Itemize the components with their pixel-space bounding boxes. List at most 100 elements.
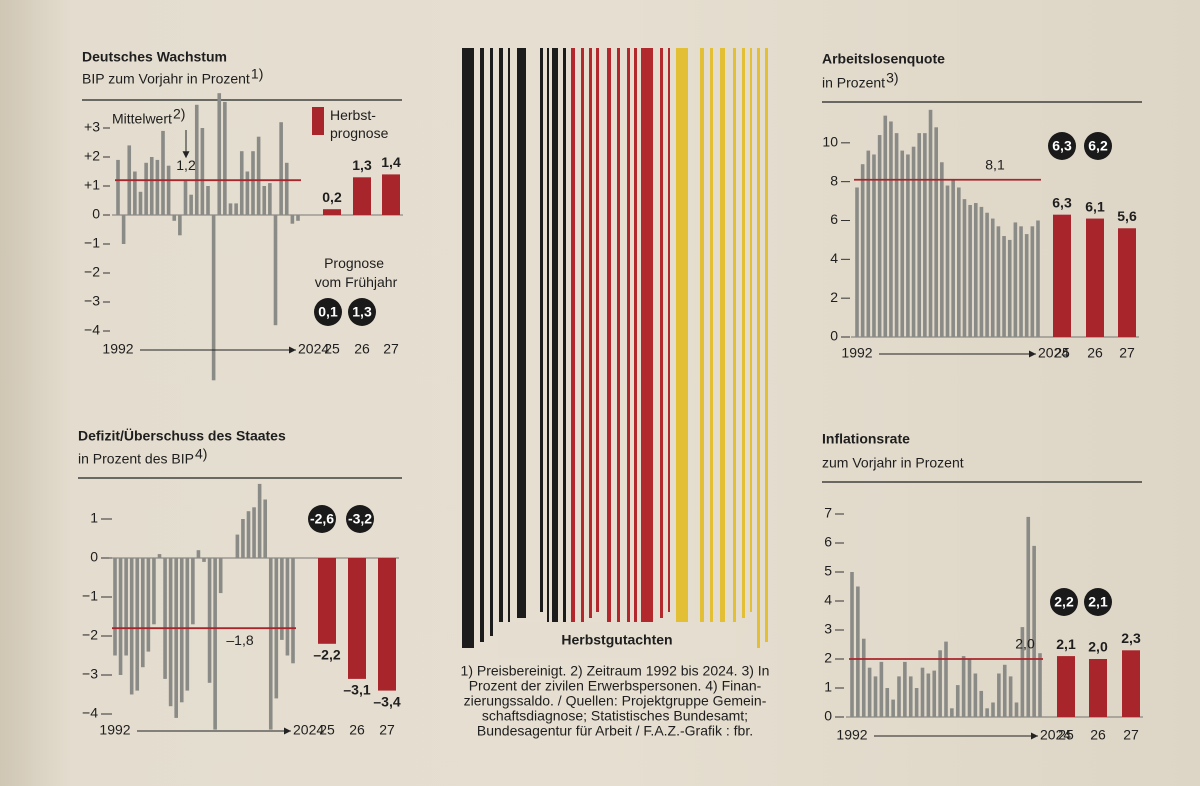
y-tick-label: −2: [82, 627, 98, 643]
bar: [928, 109, 933, 337]
bar: [285, 558, 290, 656]
y-tick-label: −3: [84, 293, 100, 309]
mean-name: Mittelwert: [112, 111, 172, 127]
x-tick-label: 27: [383, 341, 399, 357]
legend-label: Herbst-prognose: [330, 107, 389, 141]
bar: [196, 550, 201, 558]
value-label: 0,2: [322, 189, 342, 205]
flag-stripe: [676, 48, 688, 648]
value-label: 1,3: [352, 157, 372, 173]
y-tick-label: 0: [824, 708, 832, 724]
bar: [1013, 222, 1018, 337]
bar: [1089, 659, 1107, 717]
y-tick-label: 1: [824, 679, 832, 695]
bar: [284, 162, 289, 215]
flag-stripe: [668, 48, 670, 612]
y-tick-label: 8: [830, 172, 838, 188]
bar: [955, 685, 960, 717]
bar: [1008, 676, 1013, 717]
bar: [997, 673, 1001, 717]
bar: [979, 690, 984, 717]
spring-forecast-label: 2,1: [1088, 594, 1108, 610]
flag-stripe: [596, 48, 599, 612]
bar: [950, 708, 954, 717]
flag-stripe: [589, 48, 592, 618]
bar: [166, 165, 171, 215]
bar: [891, 699, 895, 717]
spring-forecast-label: 0,1: [318, 304, 338, 320]
y-tick-label: +1: [84, 177, 100, 193]
bar: [917, 133, 922, 337]
x-tick-label: 27: [1123, 727, 1139, 743]
bar: [256, 136, 261, 215]
bar: [973, 673, 978, 717]
x-tick-label: 2024: [298, 341, 329, 357]
bar: [985, 212, 989, 337]
value-label: 6,3: [1052, 194, 1072, 210]
bar: [1118, 228, 1136, 337]
bar: [206, 186, 210, 215]
flag-stripe: [571, 48, 575, 630]
flag-stripe: [733, 48, 736, 624]
bar: [113, 558, 117, 656]
y-tick-label: 0: [830, 328, 838, 344]
bar: [144, 162, 148, 215]
bar: [290, 215, 295, 224]
bar: [178, 215, 182, 236]
bar: [866, 150, 871, 337]
bar: [879, 661, 884, 717]
bar: [920, 667, 925, 717]
bar: [860, 164, 865, 337]
bar: [217, 93, 222, 215]
bar: [168, 558, 173, 707]
chart-subtitle: in Prozent des BIP: [78, 451, 194, 467]
bar: [161, 130, 165, 215]
value-label: 6,1: [1085, 198, 1105, 214]
bar: [1026, 516, 1031, 717]
y-tick-label: 2: [824, 650, 832, 666]
bar: [1057, 656, 1075, 717]
flag-stripe: [581, 48, 584, 624]
spring-forecast-badge: [308, 505, 336, 533]
bar: [894, 133, 899, 337]
x-tick-label: 26: [1090, 727, 1106, 743]
x-tick-label: 26: [1087, 345, 1103, 361]
bar: [885, 688, 890, 717]
bar: [897, 676, 901, 717]
bar: [207, 558, 212, 683]
bar: [234, 203, 238, 215]
bar: [245, 171, 250, 215]
bar: [155, 159, 160, 215]
x-tick-label: 2024: [293, 722, 324, 738]
flag-stripe: [480, 48, 484, 642]
value-label: 1,4: [381, 154, 401, 170]
x-tick-label: 25: [319, 722, 335, 738]
bar: [944, 641, 948, 717]
x-tick-label: 26: [354, 341, 370, 357]
flag-stripe: [757, 48, 760, 648]
y-tick-label: +3: [84, 119, 100, 135]
bar: [926, 673, 931, 717]
chart-subtitle: zum Vorjahr in Prozent: [822, 455, 964, 471]
x-tick-label: 27: [1119, 345, 1135, 361]
flag-stripe: [490, 48, 493, 636]
y-tick-label: 6: [824, 534, 832, 550]
flag-stripe: [641, 48, 653, 624]
bar: [223, 101, 227, 215]
value-label: –3,4: [373, 693, 400, 709]
bar: [957, 187, 961, 337]
footnote-marker: 2): [173, 106, 185, 122]
bar: [251, 151, 255, 215]
chart-subtitle: BIP zum Vorjahr in Prozent: [82, 71, 250, 87]
y-tick-label: 5: [824, 563, 832, 579]
bar: [239, 151, 244, 215]
bar: [985, 708, 989, 717]
flag-stripe: [720, 48, 725, 630]
bar: [213, 558, 217, 730]
y-tick-label: 2: [830, 289, 838, 305]
flag-stripe: [517, 48, 526, 618]
flag-stripe: [563, 48, 566, 636]
arrow-head: [284, 727, 291, 735]
spring-forecast-label: 6,2: [1088, 138, 1108, 154]
y-tick-label: 0: [92, 206, 100, 222]
